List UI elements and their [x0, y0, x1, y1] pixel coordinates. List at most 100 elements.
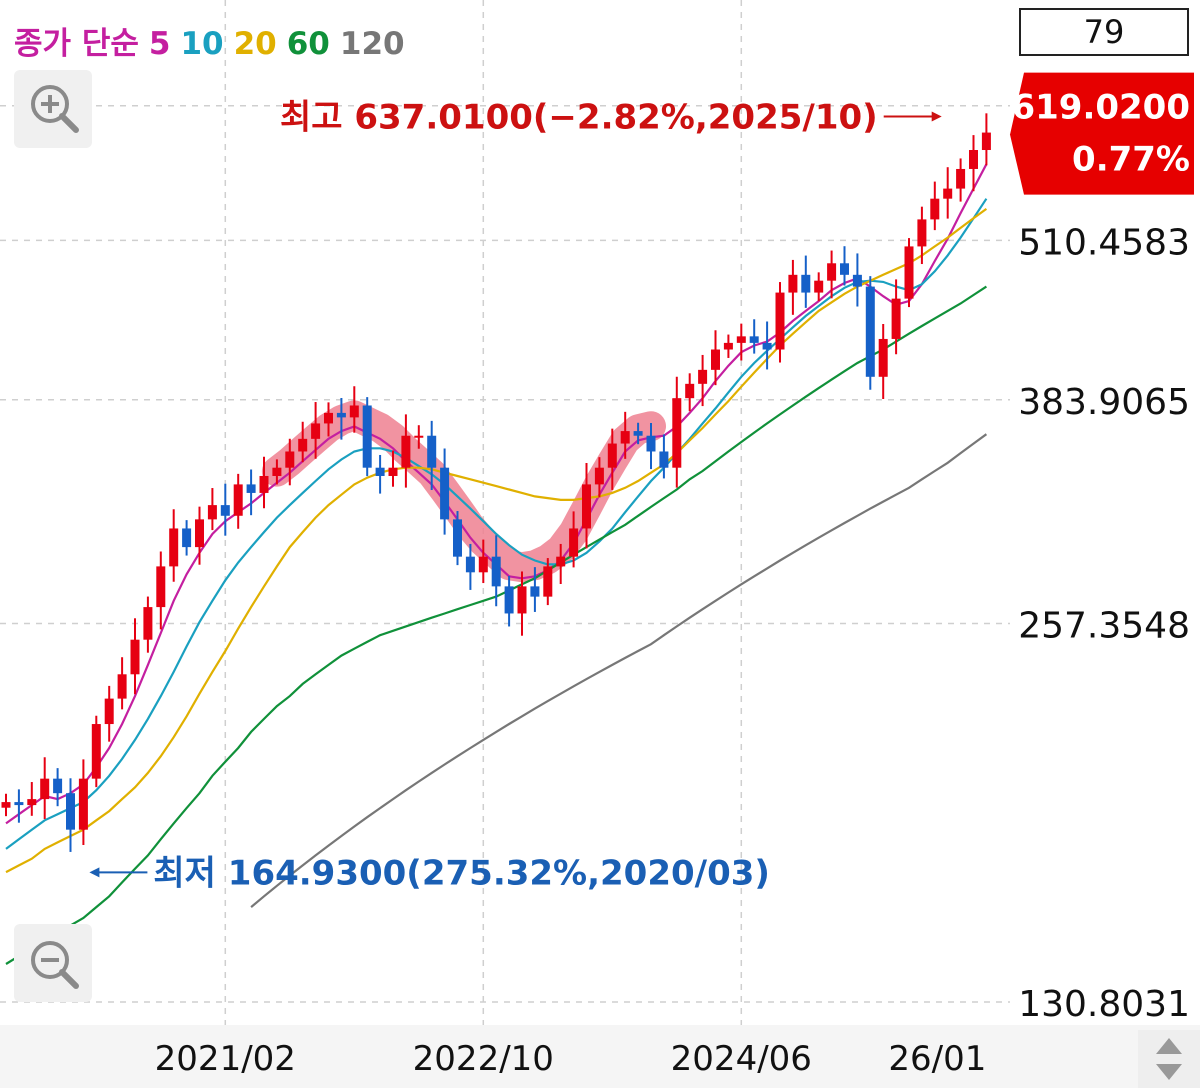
zoom-in-button[interactable] [14, 70, 92, 148]
candle-body [723, 342, 733, 350]
candle-body [91, 724, 101, 779]
candle [388, 450, 398, 487]
candle-body [311, 423, 321, 439]
candle-body [182, 528, 192, 548]
current-price-badge: 619.0200 0.77% [1010, 72, 1194, 195]
candle [633, 422, 643, 445]
candle-body [349, 405, 359, 418]
candle [440, 448, 450, 535]
candle [607, 428, 617, 490]
candle-body [465, 556, 475, 573]
current-price-marker [1010, 72, 1194, 195]
current-price-change: 0.77% [1072, 140, 1190, 180]
candle-body [698, 369, 708, 384]
candle-body [620, 431, 630, 444]
candle-body [852, 274, 862, 287]
x-tick-label: 2021/02 [155, 1039, 296, 1079]
ma-line-20 [5, 208, 988, 874]
candle-body [388, 467, 398, 476]
candle [401, 414, 411, 488]
candle [814, 272, 824, 302]
candle-body [207, 505, 217, 520]
candle-body [891, 298, 901, 339]
candle [801, 255, 811, 308]
candle [349, 386, 359, 433]
candle-body [169, 528, 179, 567]
candle-body [594, 467, 604, 485]
candle-body [78, 778, 88, 830]
scroll-toggle-button[interactable] [1138, 1030, 1200, 1088]
candle-body [827, 263, 837, 281]
candle-body [104, 698, 114, 725]
candle [788, 259, 798, 315]
candle-body [543, 566, 553, 597]
candle-body [840, 263, 849, 275]
candle-body [478, 556, 488, 573]
zoom-out-button[interactable] [14, 924, 92, 1002]
candle-body [672, 398, 682, 468]
candle [852, 253, 862, 307]
candle-body [685, 383, 695, 399]
candle [285, 438, 295, 486]
candle-body [504, 586, 514, 614]
candle [427, 420, 437, 490]
candle-body [556, 556, 566, 567]
candle-body [904, 246, 914, 299]
candle [969, 135, 978, 192]
y-tick-label: 257.3548 [1018, 605, 1190, 646]
ma-line-10 [5, 198, 988, 850]
candle-body [762, 342, 772, 350]
candle-body [981, 132, 991, 151]
candle-body [943, 188, 953, 199]
candle-body [646, 435, 656, 452]
candle-body [40, 778, 50, 800]
candle [143, 596, 153, 653]
x-tick-label: 2022/10 [413, 1039, 554, 1079]
legend-prefix: 종가 단순 [14, 26, 139, 62]
x-tick-label: 26/01 [888, 1039, 986, 1079]
candle-body [569, 528, 579, 557]
candle [698, 354, 708, 407]
candle-body [582, 484, 591, 529]
candle [207, 488, 217, 531]
candle [827, 250, 837, 299]
candle [91, 715, 101, 788]
candle [220, 483, 230, 536]
candle-body [1, 802, 11, 808]
candle-body [156, 566, 166, 608]
candle-body [969, 150, 978, 169]
candle-body [324, 412, 333, 424]
candle-body [27, 799, 37, 806]
candle-body [440, 467, 450, 520]
ma-line-120 [250, 433, 988, 908]
candle [865, 276, 875, 390]
candle [478, 539, 488, 584]
candle-body [517, 586, 527, 614]
candle-body [736, 336, 746, 343]
candle [298, 421, 308, 463]
candle [66, 778, 75, 852]
candle-body [530, 586, 540, 597]
candle [195, 506, 204, 565]
y-tick-label: 130.8031 [1018, 984, 1190, 1025]
candle [904, 238, 914, 308]
candle [646, 423, 656, 470]
candle [40, 757, 50, 820]
candle [917, 206, 927, 265]
legend-ma20: 20 [233, 26, 277, 62]
candle [324, 402, 333, 437]
candle [891, 279, 901, 355]
low-annotation-label: 최저 164.9300(275.32%,2020/03) [153, 853, 770, 893]
candle [762, 321, 772, 370]
candle-body [375, 467, 385, 476]
candle [956, 158, 966, 202]
axis-labels: 510.4583 383.9065 257.3548 130.8031 2021/02 2… [155, 72, 1194, 1079]
zoom-in-icon [31, 85, 79, 133]
candle [620, 411, 630, 459]
candle [336, 397, 346, 440]
candle-body [711, 349, 720, 370]
period-count-input[interactable]: 79 [1019, 8, 1189, 56]
candle [259, 456, 269, 509]
